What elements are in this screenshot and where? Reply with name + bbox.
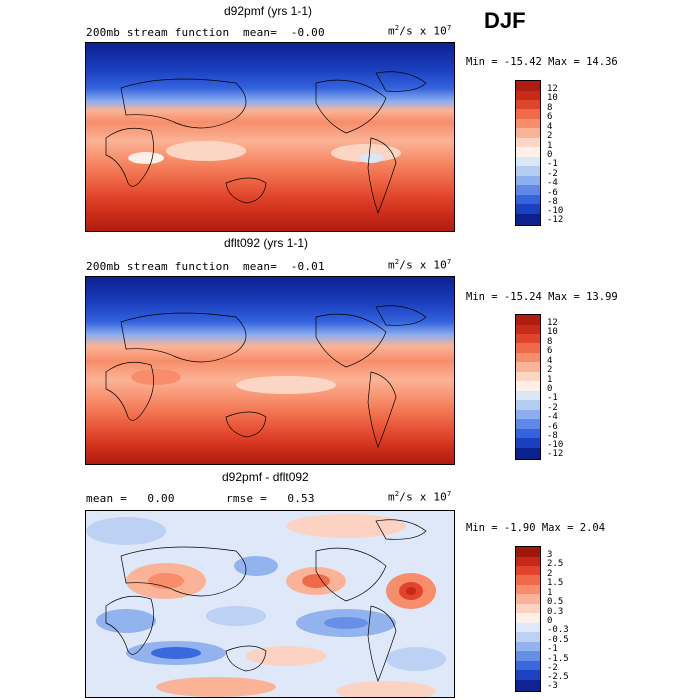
panel2-tick: -1 bbox=[547, 393, 558, 403]
panel2-tick: -10 bbox=[547, 440, 564, 450]
panel3-rmse-value: 0.53 bbox=[287, 492, 315, 505]
panel2-tick: -8 bbox=[547, 431, 558, 441]
panel1-variable: 200mb stream function bbox=[86, 26, 230, 39]
panel1-tick: -10 bbox=[547, 206, 564, 216]
panel1-units: m2/s x 107 bbox=[388, 24, 452, 38]
panel2-tick: 6 bbox=[547, 346, 553, 356]
panel1-mean-label: mean= bbox=[242, 26, 278, 39]
panel3-min-max: Min = -1.90 Max = 2.04 bbox=[466, 522, 606, 534]
panel1-mean-value: -0.00 bbox=[290, 26, 325, 39]
panel2-variable: 200mb stream function bbox=[86, 260, 230, 273]
panel3-tick: -1 bbox=[547, 644, 558, 654]
panel2-tick: -2 bbox=[547, 403, 558, 413]
panel3-tick: 1 bbox=[547, 588, 553, 598]
panel1-tick: -1 bbox=[547, 159, 558, 169]
panel2-map bbox=[85, 276, 455, 465]
panel1-tick: 8 bbox=[547, 103, 553, 113]
panel2-tick: 12 bbox=[547, 318, 558, 328]
panel1-tick: -8 bbox=[547, 197, 558, 207]
panel3-map bbox=[85, 510, 455, 698]
panel1-tick: 6 bbox=[547, 112, 553, 122]
panel2-mean-label: mean= bbox=[242, 260, 278, 273]
panel2-mean-value: -0.01 bbox=[290, 260, 325, 273]
panel1-tick: -2 bbox=[547, 169, 558, 179]
panel1-map bbox=[85, 42, 455, 232]
panel3-mean-value: 0.00 bbox=[147, 492, 175, 505]
panel2-tick: -12 bbox=[547, 449, 564, 459]
panel2-tick: 1 bbox=[547, 375, 553, 385]
panel3-tick: 0 bbox=[547, 616, 553, 626]
panel3-tick: -1.5 bbox=[547, 654, 569, 664]
panel3-tick: 1.5 bbox=[547, 578, 564, 588]
panel1-min-max: Min = -15.42 Max = 14.36 bbox=[466, 56, 618, 68]
panel1-tick: 2 bbox=[547, 131, 553, 141]
panel2-tick: 8 bbox=[547, 337, 553, 347]
panel2-tick: 10 bbox=[547, 327, 558, 337]
panel1-title: d92pmf (yrs 1-1) bbox=[224, 4, 313, 18]
panel2-tick: -6 bbox=[547, 422, 558, 432]
panel3-tick: -2 bbox=[547, 663, 558, 673]
panel3-rmse-label: rmse = bbox=[226, 492, 267, 505]
panel3-tick: -3 bbox=[547, 681, 558, 691]
panel2-tick: 4 bbox=[547, 356, 553, 366]
season-label: DJF bbox=[484, 8, 526, 33]
panel2-title: dflt092 (yrs 1-1) bbox=[224, 236, 309, 250]
panel2-subtitle: 200mb stream function mean= -0.01 bbox=[86, 260, 325, 273]
panel3-tick: 3 bbox=[547, 550, 553, 560]
panel1-tick: -4 bbox=[547, 178, 558, 188]
panel3-tick: 2.5 bbox=[547, 559, 564, 569]
panel1-tick: 10 bbox=[547, 93, 558, 103]
panel3-title: d92pmf - dflt092 bbox=[222, 470, 309, 484]
panel3-units: m2/s x 107 bbox=[388, 490, 452, 504]
panel3-rmse: rmse = 0.53 bbox=[226, 492, 315, 505]
panel1-tick: 0 bbox=[547, 150, 553, 160]
panel3-tick: 0.5 bbox=[547, 597, 564, 607]
panel3-tick: -0.5 bbox=[547, 635, 569, 645]
panel3-mean-label: mean = bbox=[86, 492, 127, 505]
panel1-tick: 1 bbox=[547, 141, 553, 151]
panel1-tick: -6 bbox=[547, 188, 558, 198]
panel2-units: m2/s x 107 bbox=[388, 258, 452, 272]
panel3-tick: 2 bbox=[547, 569, 553, 579]
panel1-tick: 4 bbox=[547, 122, 553, 132]
panel1-tick: 12 bbox=[547, 84, 558, 94]
panel2-tick: 0 bbox=[547, 384, 553, 394]
panel1-subtitle: 200mb stream function mean= -0.00 bbox=[86, 26, 325, 39]
panel1-colorbar bbox=[515, 80, 541, 226]
panel3-mean: mean = 0.00 bbox=[86, 492, 175, 505]
panel1-tick: -12 bbox=[547, 215, 564, 225]
panel3-tick: 0.3 bbox=[547, 607, 564, 617]
panel2-min-max: Min = -15.24 Max = 13.99 bbox=[466, 291, 618, 303]
panel3-tick: -0.3 bbox=[547, 625, 569, 635]
panel3-colorbar bbox=[515, 546, 541, 692]
panel2-tick: -4 bbox=[547, 412, 558, 422]
panel3-tick: -2.5 bbox=[547, 672, 569, 682]
panel2-tick: 2 bbox=[547, 365, 553, 375]
panel2-colorbar bbox=[515, 314, 541, 460]
